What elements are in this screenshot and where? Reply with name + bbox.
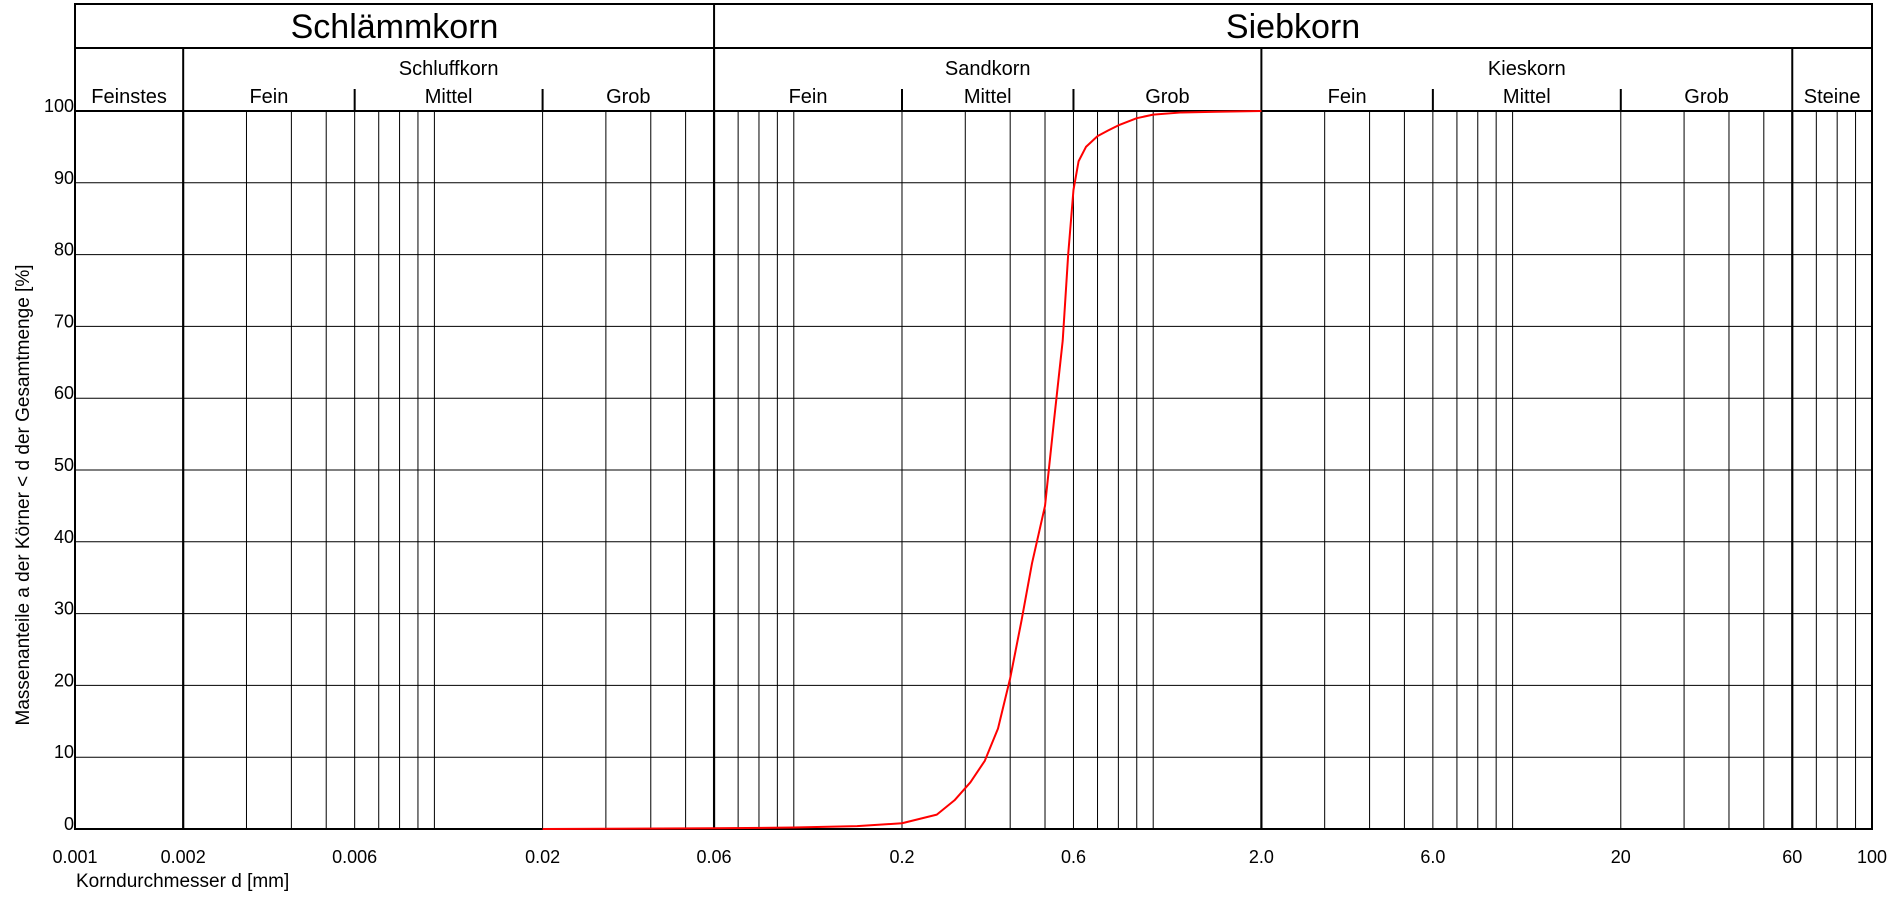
subfraction-label: Grob xyxy=(1145,86,1189,108)
y-tick-label: 80 xyxy=(54,240,74,260)
x-tick-label: 2.0 xyxy=(1249,847,1274,867)
x-axis: 0.001 0.002 0.006 0.02 0.06 0.2 0.6 2.0 6.0 20 60 1… xyxy=(52,847,1887,867)
plot-frame xyxy=(74,3,1873,830)
y-tick-label: 10 xyxy=(54,742,74,762)
x-tick-label: 0.001 xyxy=(52,847,97,867)
x-tick-label: 0.06 xyxy=(697,847,732,867)
y-axis: 0 10 20 30 40 50 60 70 80 90 100 xyxy=(44,96,74,834)
subfraction-label: Grob xyxy=(606,86,650,108)
subfraction-label: Mittel xyxy=(425,86,473,108)
x-tick-label: 60 xyxy=(1782,847,1802,867)
y-tick-label: 100 xyxy=(44,96,74,116)
fraction-label: Steine xyxy=(1804,86,1861,108)
x-tick-label: 0.02 xyxy=(525,847,560,867)
y-axis-label: Massenanteile a der Körner < d der Gesam… xyxy=(13,265,34,726)
y-tick-label: 50 xyxy=(54,455,74,475)
grid-lines xyxy=(75,111,1872,829)
grading-curve-line xyxy=(542,110,1262,830)
chart-frame xyxy=(74,3,1873,830)
x-tick-label: 6.0 xyxy=(1420,847,1445,867)
fraction-label: Sandkorn xyxy=(945,58,1031,80)
fraction-label: Feinstes xyxy=(91,86,167,108)
x-tick-label: 0.002 xyxy=(161,847,206,867)
x-tick-label: 0.2 xyxy=(889,847,914,867)
grading-curve-layer xyxy=(542,110,1262,830)
y-tick-label: 20 xyxy=(54,670,74,690)
y-tick-label: 60 xyxy=(54,383,74,403)
main-group-label: Schlämmkorn xyxy=(291,8,499,46)
x-tick-label: 20 xyxy=(1611,847,1631,867)
subfraction-label: Mittel xyxy=(1503,86,1551,108)
subfraction-label: Fein xyxy=(249,86,288,108)
y-tick-label: 70 xyxy=(54,311,74,331)
x-tick-label: 0.6 xyxy=(1061,847,1086,867)
subfraction-label: Fein xyxy=(789,86,828,108)
y-tick-label: 40 xyxy=(54,527,74,547)
fraction-label: Kieskorn xyxy=(1488,58,1566,80)
subfraction-label: Fein xyxy=(1328,86,1367,108)
subfraction-label: Mittel xyxy=(964,86,1012,108)
x-tick-label: 0.006 xyxy=(332,847,377,867)
subfraction-label: Grob xyxy=(1684,86,1728,108)
fraction-label: Schluffkorn xyxy=(399,58,499,80)
y-tick-label: 90 xyxy=(54,168,74,188)
x-axis-label: Korndurchmesser d [mm] xyxy=(76,871,289,892)
header-table: Schlämmkorn Siebkorn Feinstes Schluffkorn Sa… xyxy=(75,4,1872,111)
x-tick-label: 100 xyxy=(1857,847,1887,867)
y-tick-label: 30 xyxy=(54,599,74,619)
y-tick-label: 0 xyxy=(64,814,74,834)
main-group-label: Siebkorn xyxy=(1226,8,1360,46)
